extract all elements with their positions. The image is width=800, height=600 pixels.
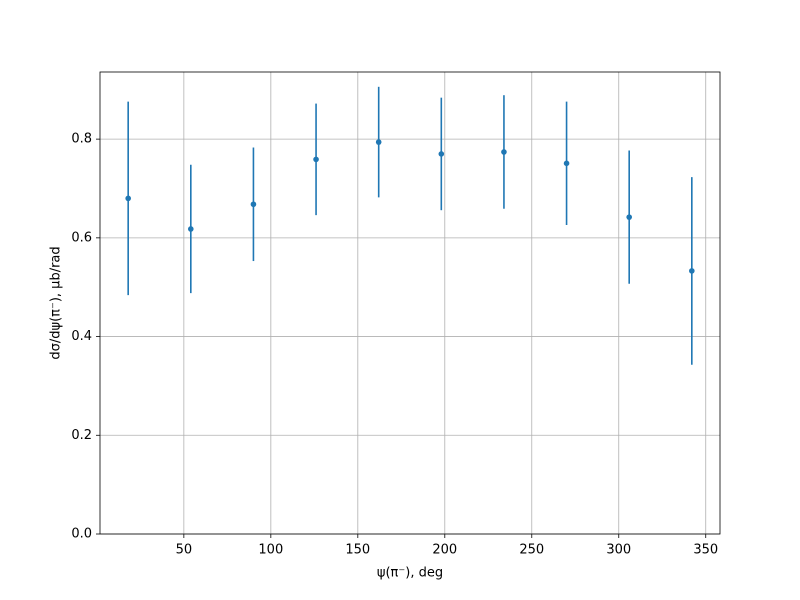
x-tick-label: 100 (258, 543, 283, 558)
data-point (125, 195, 131, 202)
data-point (188, 226, 194, 232)
x-tick-label: 200 (432, 543, 457, 558)
x-tick-label: 150 (345, 543, 370, 558)
y-axis-label: dσ/dψ(π⁻), μb/rad (49, 246, 64, 359)
y-tick-label: 0.6 (71, 230, 92, 245)
data-point (313, 156, 319, 163)
x-tick-label: 300 (606, 543, 631, 558)
data-point (375, 139, 382, 145)
y-tick-label: 0.0 (71, 527, 92, 542)
y-tick-label: 0.8 (71, 132, 92, 147)
data-point (438, 151, 445, 157)
x-tick-label: 250 (519, 543, 544, 558)
data-point (250, 201, 257, 208)
data-point (501, 149, 507, 155)
x-tick-label: 350 (693, 543, 718, 558)
x-tick-label: 50 (176, 543, 193, 558)
y-tick-label: 0.4 (71, 329, 92, 344)
data-point (626, 214, 632, 220)
x-axis-label: ψ(π⁻), deg (377, 566, 443, 581)
plot-frame (99, 71, 721, 535)
data-point (689, 268, 695, 274)
y-tick-label: 0.2 (71, 428, 92, 443)
data-point (563, 160, 570, 167)
